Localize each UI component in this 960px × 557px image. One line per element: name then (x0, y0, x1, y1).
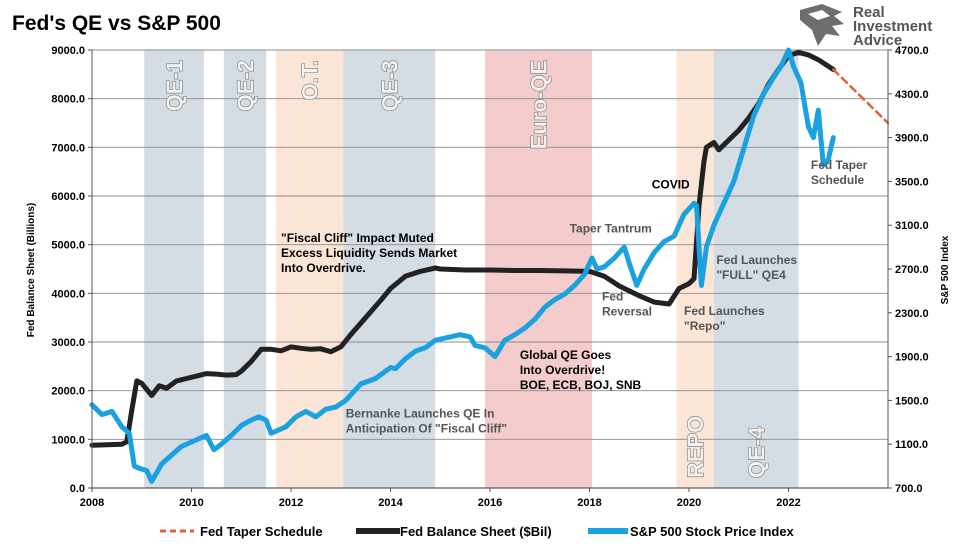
y-right-tick-label-10: 4700.0 (895, 45, 929, 57)
annotation-8-line-0: Fed Taper (811, 158, 868, 172)
annotation-5: COVID (652, 178, 690, 192)
y-right-tick-label-3: 1900.0 (895, 352, 929, 364)
y-right-tick-label-9: 4300.0 (895, 89, 929, 101)
band-label-6: QE-4 (744, 426, 769, 478)
annotation-3-line-0: Taper Tantrum (570, 222, 652, 236)
x-tick-label-6: 2020 (677, 497, 701, 509)
logo-text-line-3: Advice (853, 32, 902, 49)
annotation-0: "Fiscal Cliff" Impact Muted Excess Liquid… (281, 231, 457, 275)
series-line-2 (832, 68, 890, 125)
y-left-tick-label-4: 4000.0 (51, 288, 85, 300)
annotation-0-line-1: Excess Liquidity Sends Market (281, 246, 457, 260)
x-tick-label-0: 2008 (80, 497, 104, 509)
x-tick-label-1: 2010 (179, 497, 203, 509)
y-right-tick-label-1: 1100.0 (895, 439, 928, 451)
y-right-tick-label-0: 700.0 (895, 483, 923, 495)
x-tick-label-2: 2012 (279, 497, 303, 509)
annotation-6-line-1: "Repo" (684, 319, 725, 333)
annotation-2-line-1: Into Overdrive! (520, 363, 605, 377)
y-right-tick-label-8: 3900.0 (895, 133, 929, 145)
band-0 (144, 50, 204, 488)
x-tick-label-3: 2014 (378, 497, 403, 509)
annotation-6-line-0: Fed Launches (684, 304, 765, 318)
annotation-2-line-0: Global QE Goes (520, 348, 612, 362)
y-right-tick-label-5: 2700.0 (895, 264, 929, 276)
chart-title: Fed's QE vs S&P 500 (12, 12, 221, 35)
annotation-7-line-1: "FULL" QE4 (716, 268, 786, 282)
band-label-2: O.T. (298, 60, 323, 100)
annotation-1: Bernanke Launches QE In Anticipation Of "… (346, 406, 507, 435)
series-line-0 (89, 49, 836, 448)
annotation-0-line-0: "Fiscal Cliff" Impact Muted (281, 231, 434, 245)
annotation-4: Fed Reversal (602, 290, 652, 319)
eagle-logo-icon (800, 4, 844, 46)
x-tick-label-5: 2018 (577, 497, 601, 509)
y-right-tick-label-2: 1500.0 (895, 395, 929, 407)
annotation-6: Fed Launches "Repo" (684, 304, 765, 333)
y-left-tick-label-8: 8000.0 (51, 94, 85, 106)
y-left-tick-label-9: 9000.0 (51, 45, 85, 57)
band-label-4: Euro-QE (527, 60, 552, 149)
annotation-8: Fed Taper Schedule (811, 158, 868, 187)
annotation-8-line-1: Schedule (811, 173, 865, 187)
legend-label-sp500: S&P 500 Stock Price Index (630, 524, 795, 539)
legend-label-taper: Fed Taper Schedule (200, 524, 323, 539)
band-label-layer: QE-1 QE-2 O.T. QE-3 Euro-QE REPO QE-4 (162, 59, 770, 478)
band-label-5: REPO (683, 416, 708, 478)
annotation-7: Fed Launches "FULL" QE4 (716, 253, 797, 282)
band-label-1: QE-2 (233, 60, 258, 111)
annotation-0-line-2: Into Overdrive. (281, 261, 366, 275)
y-left-tick-label-5: 5000.0 (51, 240, 85, 252)
logo: Real Investment Advice (800, 4, 932, 49)
band-label-3: QE-3 (377, 60, 402, 111)
annotation-1-line-1: Anticipation Of "Fiscal Cliff" (346, 421, 507, 435)
y-left-tick-label-6: 6000.0 (51, 191, 85, 203)
band-label-0: QE-1 (162, 60, 187, 111)
y-axis-right-title: S&P 500 Index (940, 235, 951, 304)
annotation-7-line-0: Fed Launches (716, 253, 797, 267)
y-left-tick-label-0: 0.0 (70, 483, 85, 495)
y-axis-left-title: Fed Balance Sheet (Billions) (26, 203, 37, 337)
annotation-2-line-2: BOE, ECB, BOJ, SNB (520, 378, 642, 392)
logo-text-line-2: Investment (853, 18, 932, 35)
y-right-tick-label-4: 2300.0 (895, 308, 929, 320)
annotation-4-line-0: Fed (602, 290, 623, 304)
band-6 (713, 50, 799, 488)
annotation-5-line-0: COVID (652, 178, 690, 192)
logo-text-line-1: Real (853, 4, 885, 21)
annotation-layer: "Fiscal Cliff" Impact Muted Excess Liquid… (281, 158, 868, 435)
annotation-1-line-0: Bernanke Launches QE In (346, 406, 495, 420)
y-left-tick-label-7: 7000.0 (51, 142, 85, 154)
annotation-4-line-1: Reversal (602, 305, 652, 319)
x-tick-label-7: 2022 (776, 497, 800, 509)
series-line-1 (89, 47, 836, 484)
legend: Fed Taper Schedule Fed Balance Sheet ($B… (160, 524, 795, 539)
annotation-3: Taper Tantrum (570, 222, 652, 236)
series-layer (89, 47, 890, 484)
x-tick-label-4: 2016 (478, 497, 502, 509)
y-right-tick-label-7: 3500.0 (895, 176, 929, 188)
y-left-tick-label-1: 1000.0 (51, 434, 85, 446)
axes-layer: 0.0 1000.0 2000.0 3000.0 4000.0 5000.0 6000.0 7… (51, 45, 928, 509)
y-left-tick-label-2: 2000.0 (51, 386, 85, 398)
y-right-tick-label-6: 3100.0 (895, 220, 929, 232)
y-left-tick-label-3: 3000.0 (51, 337, 85, 349)
legend-label-balance-sheet: Fed Balance Sheet ($Bil) (400, 524, 552, 539)
annotation-2: Global QE Goes Into Overdrive! BOE, ECB, B… (520, 348, 642, 392)
